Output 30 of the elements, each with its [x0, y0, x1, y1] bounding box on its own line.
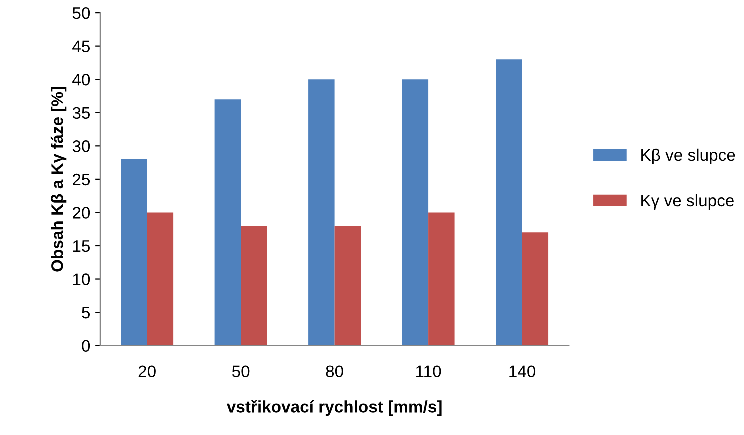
y-tick-label: 25 [73, 174, 90, 186]
y-tick-label: 30 [72, 140, 90, 152]
y-axis-title: Obsah Kβ a Kγ fáze [%] [50, 87, 67, 272]
bar [308, 80, 335, 346]
bar [334, 226, 362, 346]
y-tick-label: 0 [82, 340, 90, 352]
bar [121, 159, 148, 346]
bar [402, 80, 429, 346]
y-tick-label: 10 [73, 274, 90, 286]
y-tick-label: 20 [73, 207, 90, 219]
x-tick-label: 110 [416, 366, 442, 378]
y-tick-label: 5 [82, 307, 90, 319]
y-tick-label: 15 [73, 240, 90, 252]
bar [147, 212, 174, 346]
x-tick-label: 80 [326, 366, 344, 378]
y-tick-label: 35 [72, 107, 90, 120]
y-tick-label: 40 [72, 74, 90, 86]
x-axis-title: vstřikovací rychlost [mm/s] [226, 400, 442, 416]
x-tick-label: 50 [232, 366, 250, 378]
x-tick-label: 140 [510, 366, 536, 378]
legend-label: Kβ ve slupce [642, 148, 736, 164]
y-tick-label: 45 [72, 40, 90, 53]
y-tick-label: 50 [72, 7, 90, 20]
bar [214, 100, 242, 346]
bar [241, 226, 268, 346]
bar [428, 212, 455, 346]
bar [522, 232, 549, 346]
x-tick-label: 20 [138, 366, 156, 378]
legend-label: Kγ ve slupce [642, 194, 734, 210]
bar [496, 60, 522, 346]
